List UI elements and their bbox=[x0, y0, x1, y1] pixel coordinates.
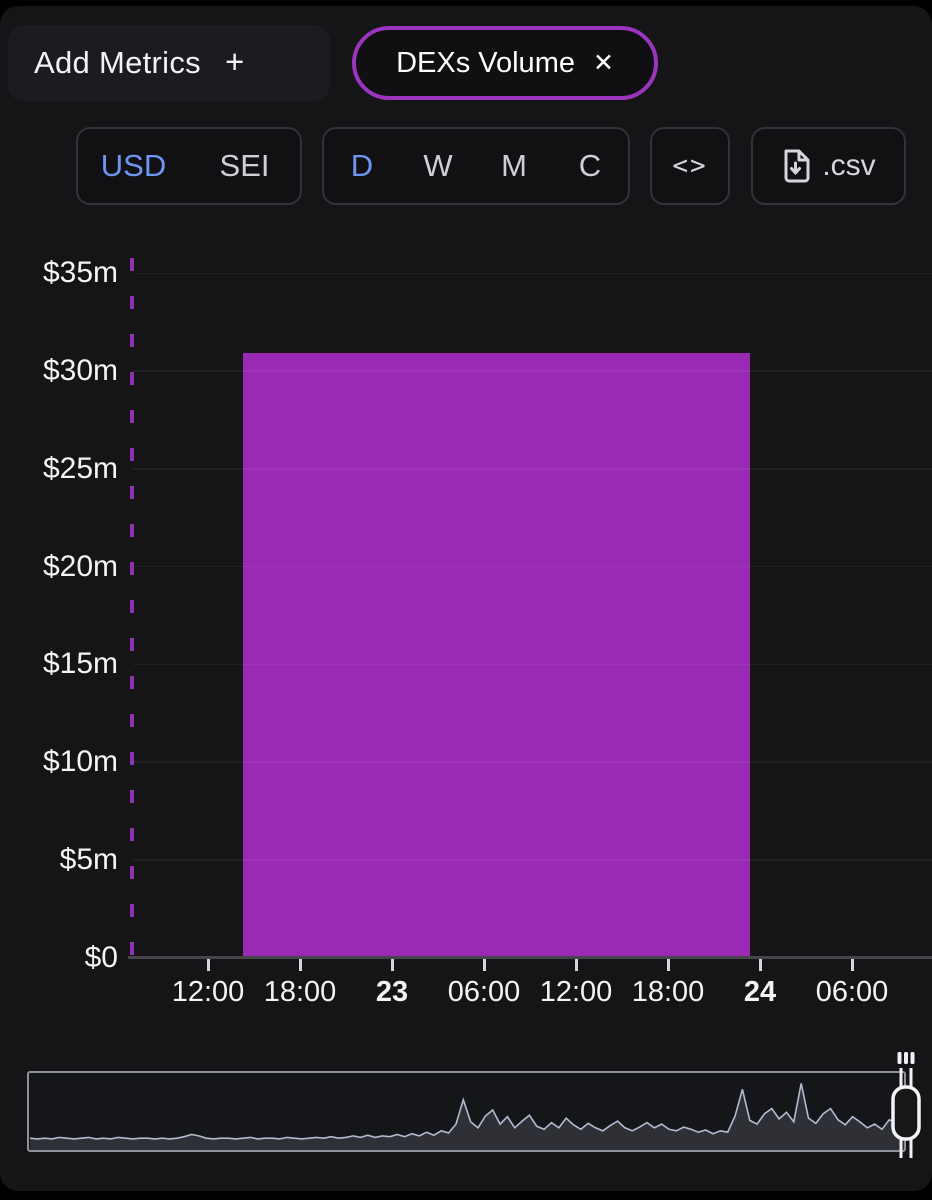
x-axis-line bbox=[128, 956, 932, 960]
x-axis-tick bbox=[759, 959, 762, 971]
period-toggle: D W M C bbox=[322, 127, 630, 205]
x-axis-tick bbox=[575, 959, 578, 971]
x-axis-tick bbox=[851, 959, 854, 971]
gridline bbox=[133, 370, 932, 372]
download-csv-button[interactable]: .csv bbox=[751, 127, 906, 205]
y-axis-label: $20m bbox=[8, 551, 118, 583]
x-axis-label: 06:00 bbox=[792, 976, 912, 1009]
period-weekly-button[interactable]: W bbox=[400, 129, 476, 203]
y-axis-label: $0 bbox=[8, 942, 118, 974]
metric-pill-label: DEXs Volume bbox=[396, 47, 575, 80]
gridline bbox=[133, 566, 932, 568]
add-metrics-label: Add Metrics bbox=[34, 45, 201, 81]
period-monthly-button[interactable]: M bbox=[476, 129, 552, 203]
add-metrics-button[interactable]: Add Metrics + bbox=[8, 25, 330, 101]
plus-icon: + bbox=[225, 43, 244, 81]
metric-pill-dexs-volume[interactable]: DEXs Volume ✕ bbox=[352, 26, 658, 100]
y-axis-label: $35m bbox=[8, 257, 118, 289]
volume-bar[interactable] bbox=[243, 353, 750, 957]
period-cumulative-button[interactable]: C bbox=[552, 129, 628, 203]
close-icon[interactable]: ✕ bbox=[593, 51, 614, 76]
gridline bbox=[133, 859, 932, 861]
y-axis-label: $15m bbox=[8, 648, 118, 680]
csv-download-icon bbox=[781, 147, 813, 185]
dex-volume-widget: Add Metrics + DEXs Volume ✕ USD SEI D W … bbox=[0, 0, 932, 1200]
y-axis-label: $25m bbox=[8, 453, 118, 485]
navigator-right-handle[interactable] bbox=[880, 1046, 932, 1166]
csv-label: .csv bbox=[822, 149, 875, 183]
y-axis-label: $10m bbox=[8, 746, 118, 778]
navigator-sparkline bbox=[30, 1074, 904, 1150]
gridline bbox=[133, 273, 932, 275]
currency-sei-button[interactable]: SEI bbox=[189, 129, 300, 203]
gridline bbox=[133, 761, 932, 763]
y-axis-label: $5m bbox=[8, 844, 118, 876]
x-axis-tick bbox=[391, 959, 394, 971]
gridline bbox=[133, 664, 932, 666]
grip-dashes-icon bbox=[898, 1052, 915, 1064]
x-axis-tick bbox=[667, 959, 670, 971]
currency-toggle: USD SEI bbox=[76, 127, 302, 205]
period-daily-button[interactable]: D bbox=[324, 129, 400, 203]
gridline bbox=[133, 468, 932, 470]
y-axis-dashed-line bbox=[130, 258, 135, 958]
embed-code-button[interactable]: <> bbox=[650, 127, 730, 205]
code-brackets-icon: <> bbox=[672, 151, 707, 181]
y-axis-label: $30m bbox=[8, 355, 118, 387]
x-axis-tick bbox=[207, 959, 210, 971]
x-axis-tick bbox=[483, 959, 486, 971]
currency-usd-button[interactable]: USD bbox=[78, 129, 189, 203]
x-axis-tick bbox=[299, 959, 302, 971]
